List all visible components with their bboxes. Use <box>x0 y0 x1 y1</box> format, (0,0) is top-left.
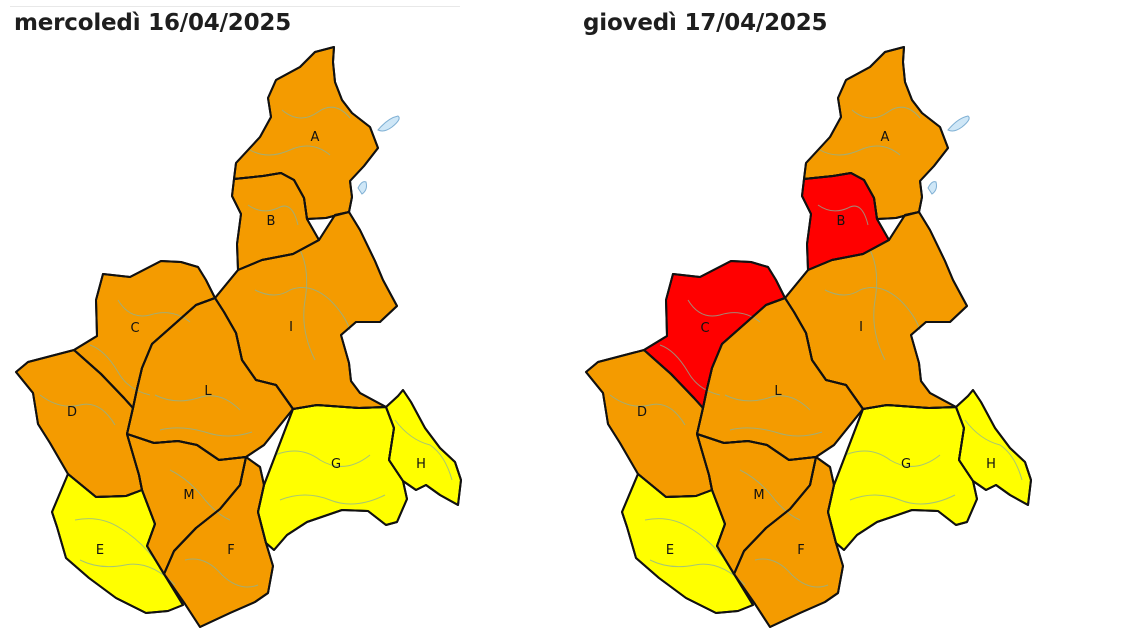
river-line <box>249 145 331 156</box>
river-line <box>394 419 453 481</box>
zone-label-i: I <box>859 320 863 335</box>
lake-shape <box>377 115 400 132</box>
river-line <box>79 559 176 586</box>
river-line <box>184 558 259 588</box>
river-line <box>869 249 886 361</box>
river-line <box>74 518 156 561</box>
river-line <box>649 559 746 586</box>
top-divider <box>10 6 460 7</box>
map-panel-wednesday: mercoledì 16/04/2025 A B C D E F G H I L M <box>14 10 462 628</box>
zones-layer <box>585 46 1032 628</box>
zone-label-g: G <box>901 457 911 472</box>
river-line <box>274 450 371 467</box>
zone-label-e: E <box>666 543 674 558</box>
rivers-layer <box>609 106 1023 588</box>
zone-label-c: C <box>700 321 709 336</box>
zone-border-e <box>621 473 754 614</box>
zone-g[interactable] <box>827 404 978 551</box>
zone-label-a: A <box>881 130 890 145</box>
lake-shape <box>357 181 367 195</box>
zone-label-f: F <box>797 543 804 558</box>
zone-label-a: A <box>311 130 320 145</box>
zone-border-m <box>696 433 817 575</box>
lake-shape <box>927 181 937 195</box>
alert-map: A B C D E F G H I L M <box>15 46 462 628</box>
river-line <box>117 299 191 323</box>
river-line <box>159 427 253 437</box>
river-line <box>89 344 151 396</box>
river-line <box>844 450 941 467</box>
zone-label-i: I <box>289 320 293 335</box>
zone-label-h: H <box>986 457 996 472</box>
lake-shape <box>947 115 970 132</box>
river-line <box>851 106 921 119</box>
zone-label-d: D <box>637 405 647 420</box>
zone-label-b: B <box>837 214 846 229</box>
zones-layer <box>15 46 462 628</box>
zone-g[interactable] <box>257 404 408 551</box>
zone-label-f: F <box>227 543 234 558</box>
zone-border-e <box>51 473 184 614</box>
zone-border-h <box>955 389 1032 506</box>
river-line <box>299 249 316 361</box>
zone-label-l: L <box>204 384 212 399</box>
river-line <box>659 344 721 396</box>
river-line <box>644 518 726 561</box>
river-line <box>279 494 386 505</box>
rivers-layer <box>39 106 453 588</box>
zone-label-h: H <box>416 457 426 472</box>
river-line <box>687 299 761 323</box>
map-date-title: mercoledì 16/04/2025 <box>14 10 292 36</box>
zone-label-m: M <box>183 488 194 503</box>
zone-label-l: L <box>774 384 782 399</box>
river-line <box>849 494 956 505</box>
map-date-title: giovedì 17/04/2025 <box>583 10 828 36</box>
river-line <box>247 204 299 226</box>
zone-border-h <box>385 389 462 506</box>
river-line <box>39 394 116 426</box>
river-line <box>817 204 869 226</box>
zone-label-d: D <box>67 405 77 420</box>
river-line <box>154 394 241 411</box>
zone-label-c: C <box>130 321 139 336</box>
zone-label-g: G <box>331 457 341 472</box>
river-line <box>281 106 351 119</box>
river-line <box>724 394 811 411</box>
map-panel-thursday: giovedì 17/04/2025 A B C D E F G H I L M <box>570 0 1140 641</box>
zone-label-e: E <box>96 543 104 558</box>
alert-map: A B C D E F G H I L M <box>585 46 1032 628</box>
river-line <box>729 427 823 437</box>
zone-label-m: M <box>753 488 764 503</box>
river-line <box>254 287 351 331</box>
zone-border-m <box>126 433 247 575</box>
river-line <box>169 469 231 521</box>
zone-label-b: B <box>267 214 276 229</box>
river-line <box>824 287 921 331</box>
river-line <box>739 469 801 521</box>
river-line <box>964 419 1023 481</box>
river-line <box>609 394 686 426</box>
river-line <box>754 558 829 588</box>
river-line <box>819 145 901 156</box>
